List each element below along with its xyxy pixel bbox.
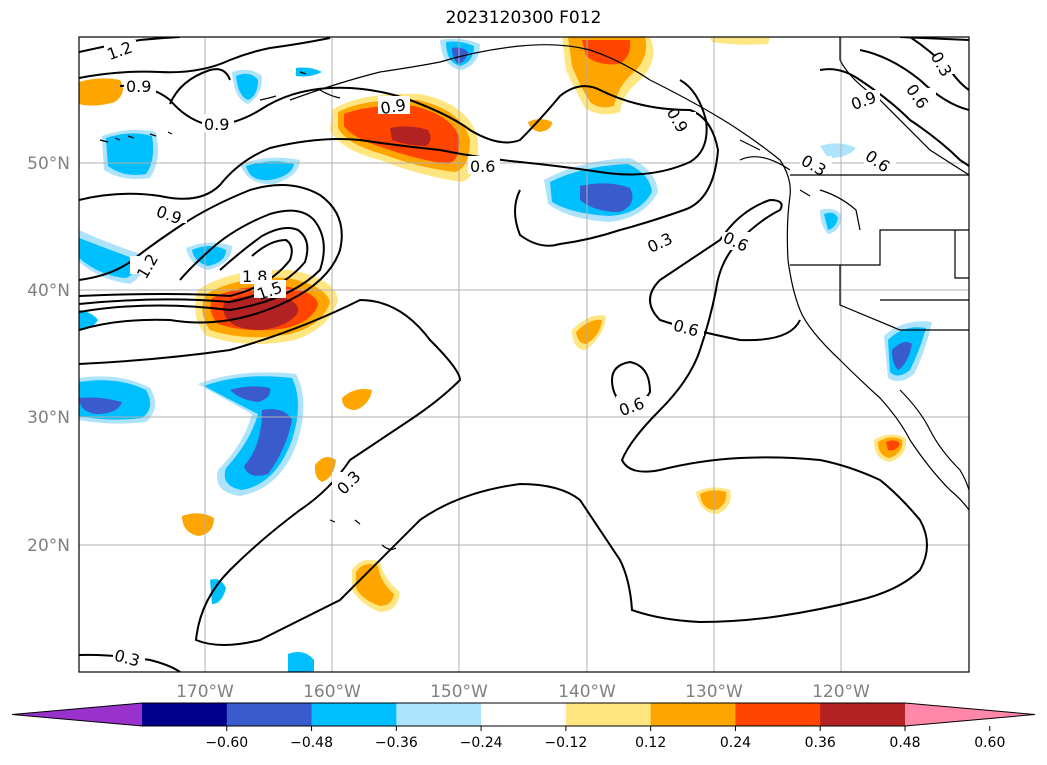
colorbar-segment xyxy=(820,703,906,726)
contour-label: 0.6 xyxy=(470,157,495,176)
colorbar-tick-label: −0.36 xyxy=(375,735,418,751)
contour-label: 0.9 xyxy=(126,77,151,96)
colorbar-segment xyxy=(481,703,567,726)
map-title: 2023120300 F012 xyxy=(445,8,602,28)
lat-label-30n: 30°N xyxy=(27,408,70,428)
longitude-labels: 170°W 160°W 150°W 140°W 130°W 120°W xyxy=(176,682,870,702)
latitude-labels: 50°N 40°N 30°N 20°N xyxy=(27,154,70,556)
lat-label-40n: 40°N xyxy=(27,281,70,301)
colorbar-extend-low xyxy=(12,703,142,726)
colorbar-tick-label: −0.48 xyxy=(290,735,333,751)
colorbar-tick-label: 0.12 xyxy=(635,735,666,751)
colorbar-segment xyxy=(565,703,652,726)
colorbar-outline xyxy=(11,702,1036,727)
lon-label-170w: 170°W xyxy=(176,682,234,702)
lon-label-130w: 130°W xyxy=(685,682,743,702)
plot-area xyxy=(79,37,969,672)
lat-label-20n: 20°N xyxy=(27,536,70,556)
lat-label-50n: 50°N xyxy=(27,154,70,174)
contour-label: 0.9 xyxy=(379,95,407,118)
lon-label-140w: 140°W xyxy=(558,682,616,702)
colorbar-tick-label: −0.12 xyxy=(544,735,587,751)
shaded-anomalies xyxy=(79,37,932,672)
lon-label-120w: 120°W xyxy=(812,682,870,702)
colorbar-segment xyxy=(226,703,313,726)
colorbar-tick-label: 0.24 xyxy=(720,735,751,751)
colorbar-segment xyxy=(311,703,397,726)
colorbar-tick-label: −0.60 xyxy=(205,735,248,751)
coastlines xyxy=(99,37,969,551)
contour-labels: 1.2 0.9 0.9 0.9 0.9 0.9 0.9 0.6 0.6 0.6 … xyxy=(104,38,960,671)
colorbar-segment xyxy=(650,703,736,726)
colorbar-extend-high xyxy=(905,703,1035,726)
colorbar-segment xyxy=(142,703,228,726)
colorbar-segment xyxy=(396,703,482,726)
contour-label: 0.9 xyxy=(204,115,229,134)
colorbar: −0.60 −0.48 −0.36 −0.24 −0.12 0.12 0.24 0.36 0.4… xyxy=(11,702,1036,751)
colorbar-tick-label: 0.60 xyxy=(974,735,1005,751)
lon-label-150w: 150°W xyxy=(430,682,488,702)
colorbar-segment xyxy=(735,703,821,726)
graticule xyxy=(79,37,969,672)
plot-frame xyxy=(78,36,970,673)
colorbar-tick-label: 0.36 xyxy=(805,735,836,751)
colorbar-tick-label: −0.24 xyxy=(460,735,503,751)
lon-label-160w: 160°W xyxy=(303,682,361,702)
colorbar-tick-label: 0.48 xyxy=(889,735,920,751)
